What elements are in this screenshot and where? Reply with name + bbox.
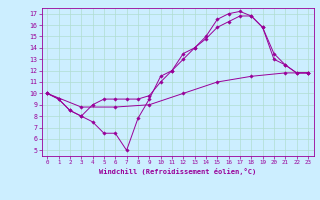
X-axis label: Windchill (Refroidissement éolien,°C): Windchill (Refroidissement éolien,°C) <box>99 168 256 175</box>
